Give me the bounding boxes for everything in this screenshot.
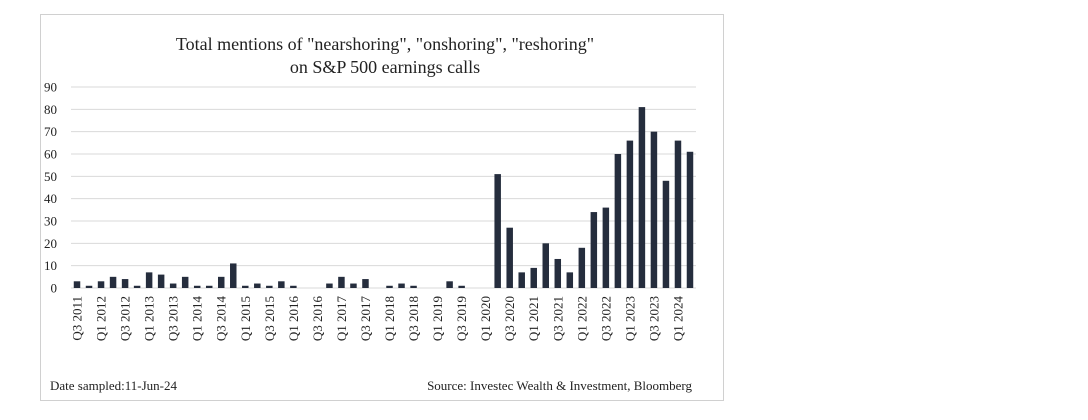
x-tick-label: Q3 2018	[406, 296, 421, 341]
bar	[410, 285, 417, 288]
bar	[446, 281, 453, 288]
bar	[686, 151, 694, 288]
bar	[290, 285, 297, 288]
x-tick-label: Q3 2011	[70, 296, 85, 341]
bar	[266, 285, 273, 288]
x-tick-label: Q1 2022	[574, 296, 589, 341]
y-tick-label: 90	[44, 80, 57, 95]
x-tick-label: Q3 2023	[646, 296, 661, 341]
x-tick-label: Q3 2022	[598, 296, 613, 341]
bar	[157, 274, 165, 288]
bar	[278, 281, 285, 288]
x-tick-label: Q3 2016	[310, 296, 325, 342]
x-tick-label: Q1 2013	[142, 296, 157, 341]
bar	[85, 285, 93, 288]
x-tick-label: Q1 2020	[478, 296, 493, 341]
bar	[614, 154, 622, 288]
bar	[97, 281, 105, 288]
x-tick-label: Q1 2018	[382, 296, 397, 341]
y-tick-label: 80	[44, 102, 57, 117]
x-tick-label: Q1 2014	[190, 296, 205, 342]
bar	[121, 279, 129, 288]
y-tick-label: 50	[44, 169, 57, 184]
bar	[530, 267, 537, 288]
x-tick-label: Q3 2013	[166, 296, 181, 341]
y-tick-label: 70	[44, 124, 57, 139]
bar	[398, 283, 405, 288]
y-tick-label: 40	[44, 191, 57, 206]
y-tick-label: 20	[44, 236, 57, 251]
x-tick-label: Q1 2016	[286, 296, 301, 342]
bar	[181, 276, 189, 288]
bar	[193, 285, 201, 288]
x-tick-label: Q1 2019	[430, 296, 445, 341]
bar	[458, 285, 465, 288]
source: Source: Investec Wealth & Investment, Bl…	[427, 378, 692, 393]
x-tick-label: Q3 2012	[118, 296, 133, 341]
footnote: Date sampled:11-Jun-24	[50, 378, 177, 393]
bar	[145, 272, 153, 288]
bar	[230, 263, 237, 288]
x-tick-label: Q1 2021	[526, 296, 541, 341]
bar	[350, 283, 357, 288]
bar	[542, 243, 550, 288]
x-tick-label: Q1 2023	[622, 296, 637, 341]
y-tick-label: 60	[44, 147, 57, 162]
bar	[494, 174, 501, 288]
bar	[362, 279, 369, 288]
bar	[242, 285, 249, 288]
x-tick-label: Q1 2024	[670, 296, 685, 342]
x-tick-label: Q1 2017	[334, 296, 349, 342]
chart-title: on S&P 500 earnings calls	[290, 57, 480, 77]
bar	[674, 140, 682, 288]
x-tick-label: Q3 2015	[262, 296, 277, 341]
bar	[217, 276, 225, 288]
bar	[650, 131, 658, 288]
x-tick-label: Q3 2014	[214, 296, 229, 342]
bar	[338, 276, 345, 288]
bar	[326, 283, 333, 288]
x-tick-label: Q3 2021	[550, 296, 565, 341]
bar	[506, 227, 513, 288]
bar	[518, 272, 525, 288]
x-tick-label: Q1 2015	[238, 296, 253, 341]
bar	[205, 285, 213, 288]
bar	[662, 180, 670, 288]
x-tick-label: Q3 2017	[358, 296, 373, 342]
bar	[133, 285, 141, 288]
bar	[566, 272, 574, 288]
y-tick-label: 10	[44, 258, 57, 273]
bar	[386, 285, 393, 288]
x-tick-label: Q1 2012	[94, 296, 109, 341]
bar	[109, 276, 117, 288]
chart-title: Total mentions of "nearshoring", "onshor…	[176, 34, 594, 54]
x-tick-label: Q3 2019	[454, 296, 469, 341]
chart-frame	[40, 14, 724, 401]
bar	[169, 283, 177, 288]
bar	[554, 258, 562, 288]
bar	[602, 207, 610, 288]
bar	[626, 140, 634, 288]
bar	[638, 107, 646, 288]
bar	[578, 247, 586, 288]
bar	[73, 281, 81, 288]
x-tick-label: Q3 2020	[502, 296, 517, 341]
bar	[254, 283, 261, 288]
y-tick-label: 0	[51, 281, 58, 296]
bar	[590, 212, 598, 288]
y-tick-label: 30	[44, 214, 57, 229]
